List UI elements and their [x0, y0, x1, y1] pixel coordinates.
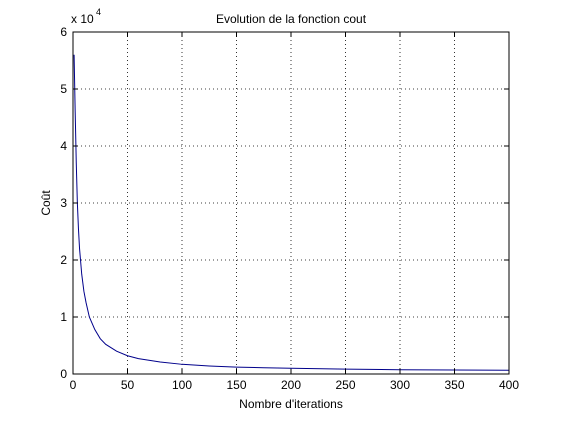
y-tick-label: 6	[60, 25, 67, 39]
x-tick-label: 0	[70, 378, 77, 392]
y-tick-label: 5	[60, 82, 67, 96]
y-exponent-label: x 10	[71, 12, 94, 26]
x-axis-label: Nombre d'iterations	[239, 397, 343, 411]
x-tick-label: 400	[499, 378, 519, 392]
x-tick-label: 200	[281, 378, 301, 392]
x-tick-label: 300	[390, 378, 410, 392]
x-tick-label: 50	[121, 378, 135, 392]
y-tick-label: 2	[60, 253, 67, 267]
y-tick-label: 4	[60, 139, 67, 153]
x-tick-label: 150	[226, 378, 246, 392]
y-exponent-power: 4	[96, 7, 101, 17]
x-tick-label: 250	[335, 378, 355, 392]
cost-series-line	[73, 54, 510, 371]
x-tick-label: 350	[444, 378, 464, 392]
y-tick-label: 3	[60, 196, 67, 210]
chart-title: Evolution de la fonction cout	[216, 12, 367, 26]
y-axis-label: Coût	[39, 190, 53, 216]
x-tick-label: 100	[172, 378, 192, 392]
ticks: 0 50 100 150 200 250 300 350 400 0 1 2 3 4 5 6	[60, 25, 519, 392]
y-tick-label: 0	[60, 367, 67, 381]
y-tick-label: 1	[60, 310, 67, 324]
plot-area-background	[73, 32, 509, 374]
grid	[73, 32, 509, 374]
series-layer	[73, 54, 510, 371]
